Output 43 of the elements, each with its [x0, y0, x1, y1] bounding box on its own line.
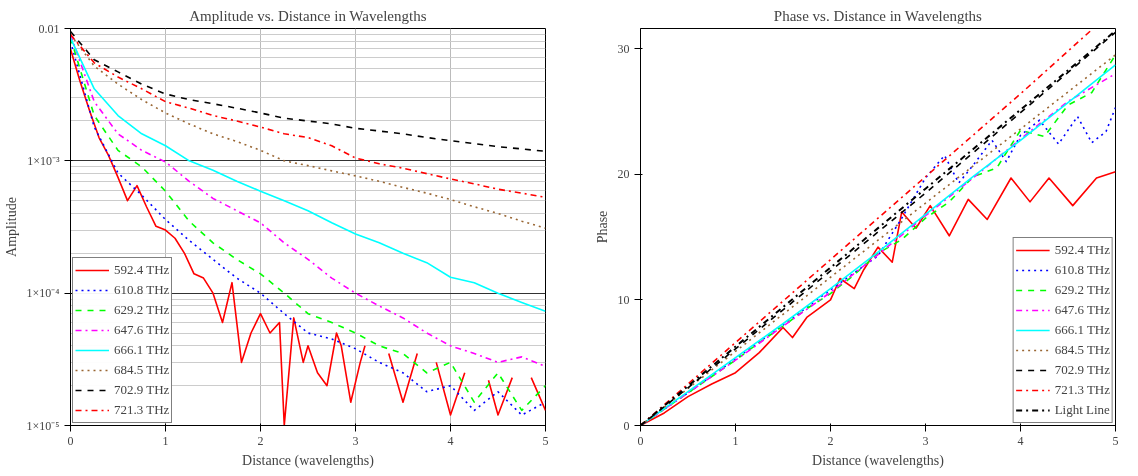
y-tick-label: 0.01	[38, 21, 60, 36]
x-tick-label: 3	[352, 433, 359, 448]
legend-label: 666.1 THz	[114, 342, 170, 358]
x-tick-label: 2	[827, 433, 834, 448]
y-axis-title: Phase	[594, 210, 610, 244]
legend-label: 610.8 THz	[1054, 262, 1110, 278]
x-axis-title: Distance (wavelengths)	[242, 452, 375, 469]
x-tick-label: 4	[1017, 433, 1024, 448]
y-tick-label: 0	[623, 418, 630, 433]
legend-label: Light Line	[1054, 402, 1110, 418]
legend-label: 702.9 THz	[114, 382, 170, 398]
y-tick-label: 30	[617, 41, 630, 56]
x-axis-title: Distance (wavelengths)	[812, 452, 945, 469]
legend-label: 629.2 THz	[1054, 282, 1110, 298]
legend-label: 721.3 THz	[1054, 382, 1110, 398]
x-tick-label: 0	[67, 433, 74, 448]
legend-label: 684.5 THz	[114, 362, 170, 378]
legend-label: 666.1 THz	[1054, 322, 1110, 338]
y-axis-title: Amplitude	[3, 197, 19, 257]
legend-label: 592.4 THz	[114, 262, 170, 278]
x-tick-label: 5	[542, 433, 549, 448]
legend-label: 592.4 THz	[1054, 242, 1110, 258]
y-tick-label: 1×10⁻³	[27, 153, 60, 168]
chart-title: Amplitude vs. Distance in Wavelengths	[189, 7, 427, 24]
x-tick-label: 5	[1112, 433, 1119, 448]
legend-label: 610.8 THz	[114, 282, 170, 298]
x-tick-label: 3	[922, 433, 929, 448]
legend-label: 702.9 THz	[1054, 362, 1110, 378]
x-tick-label: 1	[162, 433, 169, 448]
x-tick-label: 2	[257, 433, 264, 448]
x-tick-label: 4	[447, 433, 454, 448]
y-tick-label: 1×10⁻⁵	[26, 418, 60, 433]
x-tick-label: 0	[637, 433, 644, 448]
legend-label: 684.5 THz	[1054, 342, 1110, 358]
x-tick-label: 1	[732, 433, 739, 448]
legend-label: 721.3 THz	[114, 402, 170, 418]
chart-title: Phase vs. Distance in Wavelengths	[773, 7, 983, 24]
y-tick-label: 1×10⁻⁴	[26, 286, 60, 301]
legend-label: 629.2 THz	[114, 302, 170, 318]
y-tick-label: 10	[617, 292, 630, 307]
y-tick-label: 20	[617, 167, 630, 182]
legend-label: 647.6 THz	[1054, 302, 1110, 318]
legend-label: 647.6 THz	[114, 322, 170, 338]
